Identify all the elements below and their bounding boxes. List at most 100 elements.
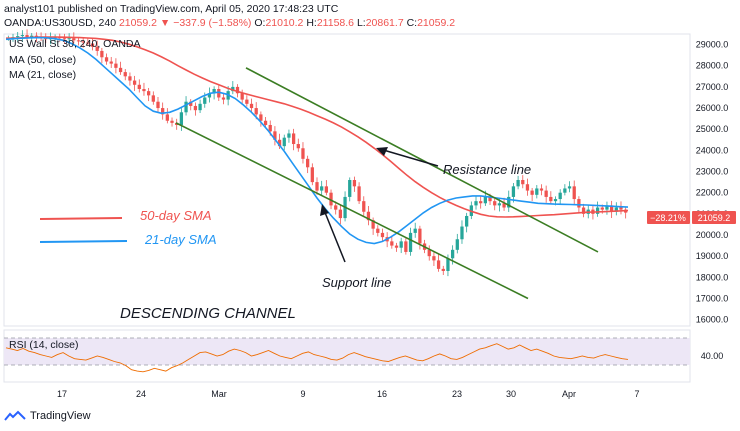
candle-body	[165, 114, 169, 121]
candle-body	[605, 205, 609, 210]
footer-brand[interactable]: TradingView	[4, 410, 91, 422]
y-tick-label: 16000.0	[696, 315, 729, 325]
candle-body	[123, 72, 127, 77]
candle-body	[207, 93, 212, 98]
candle-body	[30, 35, 34, 38]
candle-body	[235, 86, 240, 94]
candle-body	[493, 201, 497, 206]
candle-body	[334, 205, 338, 210]
candle-body	[418, 228, 422, 244]
ma50-line	[6, 36, 629, 218]
high-value: 21158.6	[316, 17, 355, 29]
close-label: C:	[406, 17, 418, 29]
candle-body	[95, 46, 99, 51]
candle-body	[245, 99, 249, 104]
rsi-tick-bg	[692, 349, 736, 362]
candle-body	[268, 124, 272, 132]
candle-body	[525, 184, 530, 191]
candle-body	[521, 180, 525, 185]
candle-body	[198, 103, 202, 111]
candle-body	[114, 63, 118, 68]
candle-body	[366, 211, 371, 221]
candle-body	[427, 249, 431, 257]
legend-title[interactable]: US Wall St 30, 240, OANDA	[9, 38, 141, 50]
candle-body	[558, 192, 562, 200]
candle-body	[320, 186, 324, 191]
support-arrow	[320, 204, 346, 263]
resistance-annotation: Resistance line	[443, 162, 531, 177]
candle-body	[170, 120, 174, 123]
candle-body	[301, 148, 305, 159]
candle-body	[62, 38, 67, 40]
candle-body	[535, 188, 539, 195]
y-tick-label: 27000.0	[696, 82, 729, 92]
candle-body	[502, 203, 506, 208]
y-tick-label: 26000.0	[696, 103, 729, 113]
moving-averages	[5, 36, 629, 245]
candle-body	[390, 241, 394, 246]
candle-body	[161, 108, 165, 115]
candle-body	[277, 139, 282, 147]
sma21-swatch	[39, 240, 128, 243]
candle-body	[81, 41, 85, 43]
candle-body	[507, 196, 511, 208]
candle-body	[511, 186, 516, 197]
candle-body	[76, 40, 81, 42]
candle-body	[291, 133, 296, 145]
candle-body	[86, 42, 90, 44]
y-tick-label: 19000.0	[696, 251, 729, 261]
candle-body	[614, 207, 618, 212]
candle-body	[287, 133, 291, 138]
low-label: L:	[356, 17, 366, 29]
candle-body	[567, 186, 572, 189]
candle-body	[413, 228, 417, 233]
candle-body	[404, 241, 408, 252]
support-line	[175, 122, 529, 300]
candle-body	[118, 67, 123, 73]
rsi-label[interactable]: RSI (14, close)	[9, 339, 79, 351]
channel-annotation: DESCENDING CHANNEL	[120, 305, 296, 322]
rsi-band	[4, 338, 690, 365]
candle-body	[329, 192, 333, 206]
y-tick-label: 28000.0	[696, 61, 729, 71]
candle-body	[212, 89, 216, 94]
candle-body	[348, 180, 352, 197]
candle-body	[189, 101, 193, 106]
candle-body	[296, 144, 300, 149]
price-badge: 21059.2	[698, 213, 731, 223]
low-value: 20861.7	[365, 17, 404, 29]
candle-body	[310, 167, 314, 183]
candle-body	[273, 131, 277, 140]
change: −337.9 (−1.58%)	[173, 17, 252, 29]
y-tick-label: 29000.0	[696, 40, 729, 50]
candle-body	[240, 93, 244, 100]
candle-body	[315, 182, 319, 191]
candle-body	[100, 50, 104, 58]
x-tick-label: 17	[57, 389, 67, 399]
candle-body	[16, 36, 20, 38]
candle-body	[109, 61, 113, 64]
candle-body	[408, 232, 413, 252]
candle-body	[446, 258, 450, 271]
x-tick-label: 16	[377, 389, 387, 399]
y-axis: 29000.0 28000.0 27000.0 26000.0 25000.0 24000…	[696, 40, 729, 325]
candle-body	[436, 260, 441, 269]
candle-body	[432, 256, 436, 261]
down-arrow-icon: ▼	[159, 17, 171, 29]
price-pane[interactable]	[3, 33, 691, 327]
support-annotation: Support line	[322, 275, 391, 290]
candle-body	[600, 207, 604, 210]
candle-body	[465, 215, 469, 227]
sma21-annotation: 21-day SMA	[144, 232, 217, 247]
legend-ma50[interactable]: MA (50, close)	[9, 54, 77, 66]
candle-body	[179, 112, 184, 125]
x-axis: 17 24 Mar 9 16 23 30 Apr 7	[57, 389, 640, 399]
open-value: 21010.2	[265, 17, 304, 29]
legend-ma21[interactable]: MA (21, close)	[9, 69, 77, 81]
candle-body	[193, 105, 198, 111]
symbol: OANDA:US30USD, 240	[4, 17, 117, 29]
candle-body	[352, 180, 357, 187]
candle-body	[609, 205, 614, 212]
candle-body	[376, 228, 380, 233]
